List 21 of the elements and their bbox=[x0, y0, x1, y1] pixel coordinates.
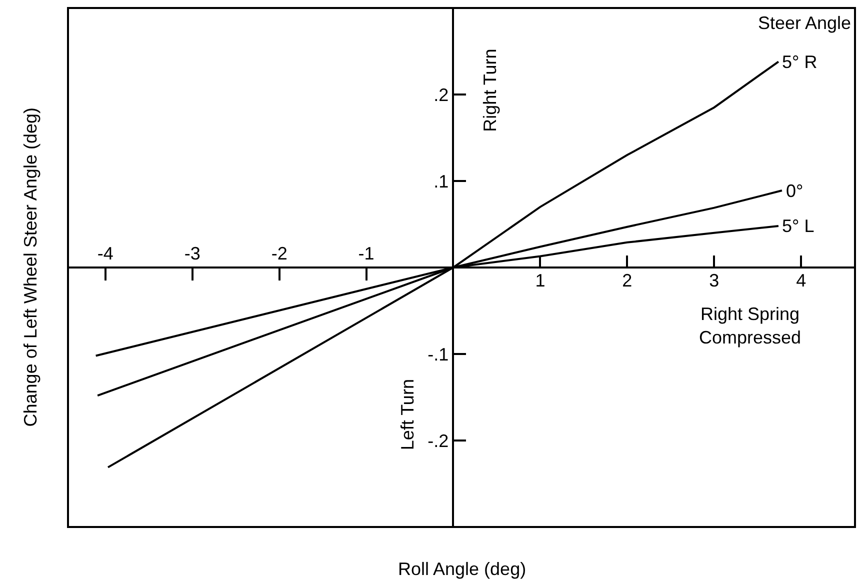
series-label: 5° L bbox=[782, 216, 814, 236]
x-tick-label: -3 bbox=[184, 243, 200, 264]
legend-title: Steer Angle bbox=[758, 13, 852, 33]
annotation: Right Spring Compressed bbox=[699, 304, 802, 348]
x2-tick-label: 1 bbox=[535, 270, 546, 290]
x-tick-label: -1 bbox=[358, 243, 374, 264]
y-axis-title: Change of Left Wheel Steer Angle (deg) bbox=[20, 108, 41, 427]
x2-tick-label: 3 bbox=[709, 270, 720, 290]
y-tick-label: .1 bbox=[434, 171, 449, 192]
x-tick-label: -4 bbox=[97, 243, 114, 264]
series-label: 5° R bbox=[782, 52, 818, 72]
x-tick-label: -2 bbox=[271, 243, 288, 264]
annotation: Right Turn bbox=[480, 48, 500, 132]
y-tick-label: -.2 bbox=[428, 430, 449, 451]
y-tick-label: -.1 bbox=[428, 344, 449, 364]
x2-tick-label: 4 bbox=[796, 270, 806, 290]
annotation: Left Turn bbox=[397, 379, 418, 450]
x2-tick-label: 2 bbox=[622, 270, 632, 290]
x-axis-title: Roll Angle (deg) bbox=[398, 559, 526, 579]
series-label: 0° bbox=[786, 181, 804, 201]
y-tick-label: .2 bbox=[434, 84, 449, 105]
